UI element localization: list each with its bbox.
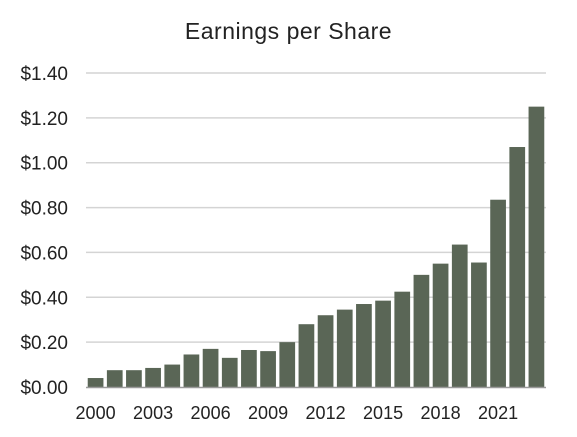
y-tick-label: $1.00 xyxy=(20,154,68,175)
bar-2003 xyxy=(145,367,161,387)
bar-2021 xyxy=(490,199,506,387)
grid-lines xyxy=(86,72,546,343)
x-tick-label: 2015 xyxy=(363,403,403,423)
tick-labels: $0.00 $0.20 $0.40 $0.60 $0.80 $1.00 $1.20 $1.40… xyxy=(20,64,518,423)
bar-2014 xyxy=(356,304,372,387)
bar-2004 xyxy=(164,364,181,387)
y-tick-label: $0.00 xyxy=(20,378,68,399)
bar-2020 xyxy=(471,262,487,387)
bar-2002 xyxy=(126,370,142,387)
y-tick-label: $1.20 xyxy=(20,109,68,130)
bar-2006 xyxy=(202,348,219,387)
x-tick-label: 2006 xyxy=(191,403,231,423)
chart-title: Earnings per Share xyxy=(184,18,393,44)
x-tick-label: 2000 xyxy=(76,403,116,423)
bar-2019 xyxy=(451,244,468,387)
y-tick-label: $1.40 xyxy=(20,64,68,85)
x-tick-label: 2012 xyxy=(306,403,346,423)
bars xyxy=(87,106,545,388)
y-tick-label: $0.40 xyxy=(20,288,68,309)
y-tick-label: $0.20 xyxy=(20,333,68,354)
bar-2001 xyxy=(106,370,123,387)
bar-2013 xyxy=(336,309,353,387)
x-tick-label: 2018 xyxy=(421,403,461,423)
bar-2017 xyxy=(413,274,430,387)
bar-2008 xyxy=(241,349,257,387)
bar-2023 xyxy=(528,106,545,388)
x-tick-label: 2009 xyxy=(248,403,288,423)
y-tick-label: $0.60 xyxy=(20,243,68,264)
bar-2012 xyxy=(317,315,334,387)
x-tick-label: 2003 xyxy=(133,403,173,423)
bar-2015 xyxy=(375,300,391,387)
bar-2000 xyxy=(87,378,104,387)
bar-2007 xyxy=(221,357,238,387)
bar-2022 xyxy=(509,147,526,387)
bar-2005 xyxy=(183,354,200,387)
y-tick-label: $0.80 xyxy=(20,199,68,220)
bar-2011 xyxy=(298,324,315,387)
bar-2016 xyxy=(394,291,411,387)
bar-2018 xyxy=(432,263,449,387)
bar-2010 xyxy=(279,342,296,387)
x-tick-label: 2021 xyxy=(478,403,518,423)
bar-2009 xyxy=(260,351,276,387)
